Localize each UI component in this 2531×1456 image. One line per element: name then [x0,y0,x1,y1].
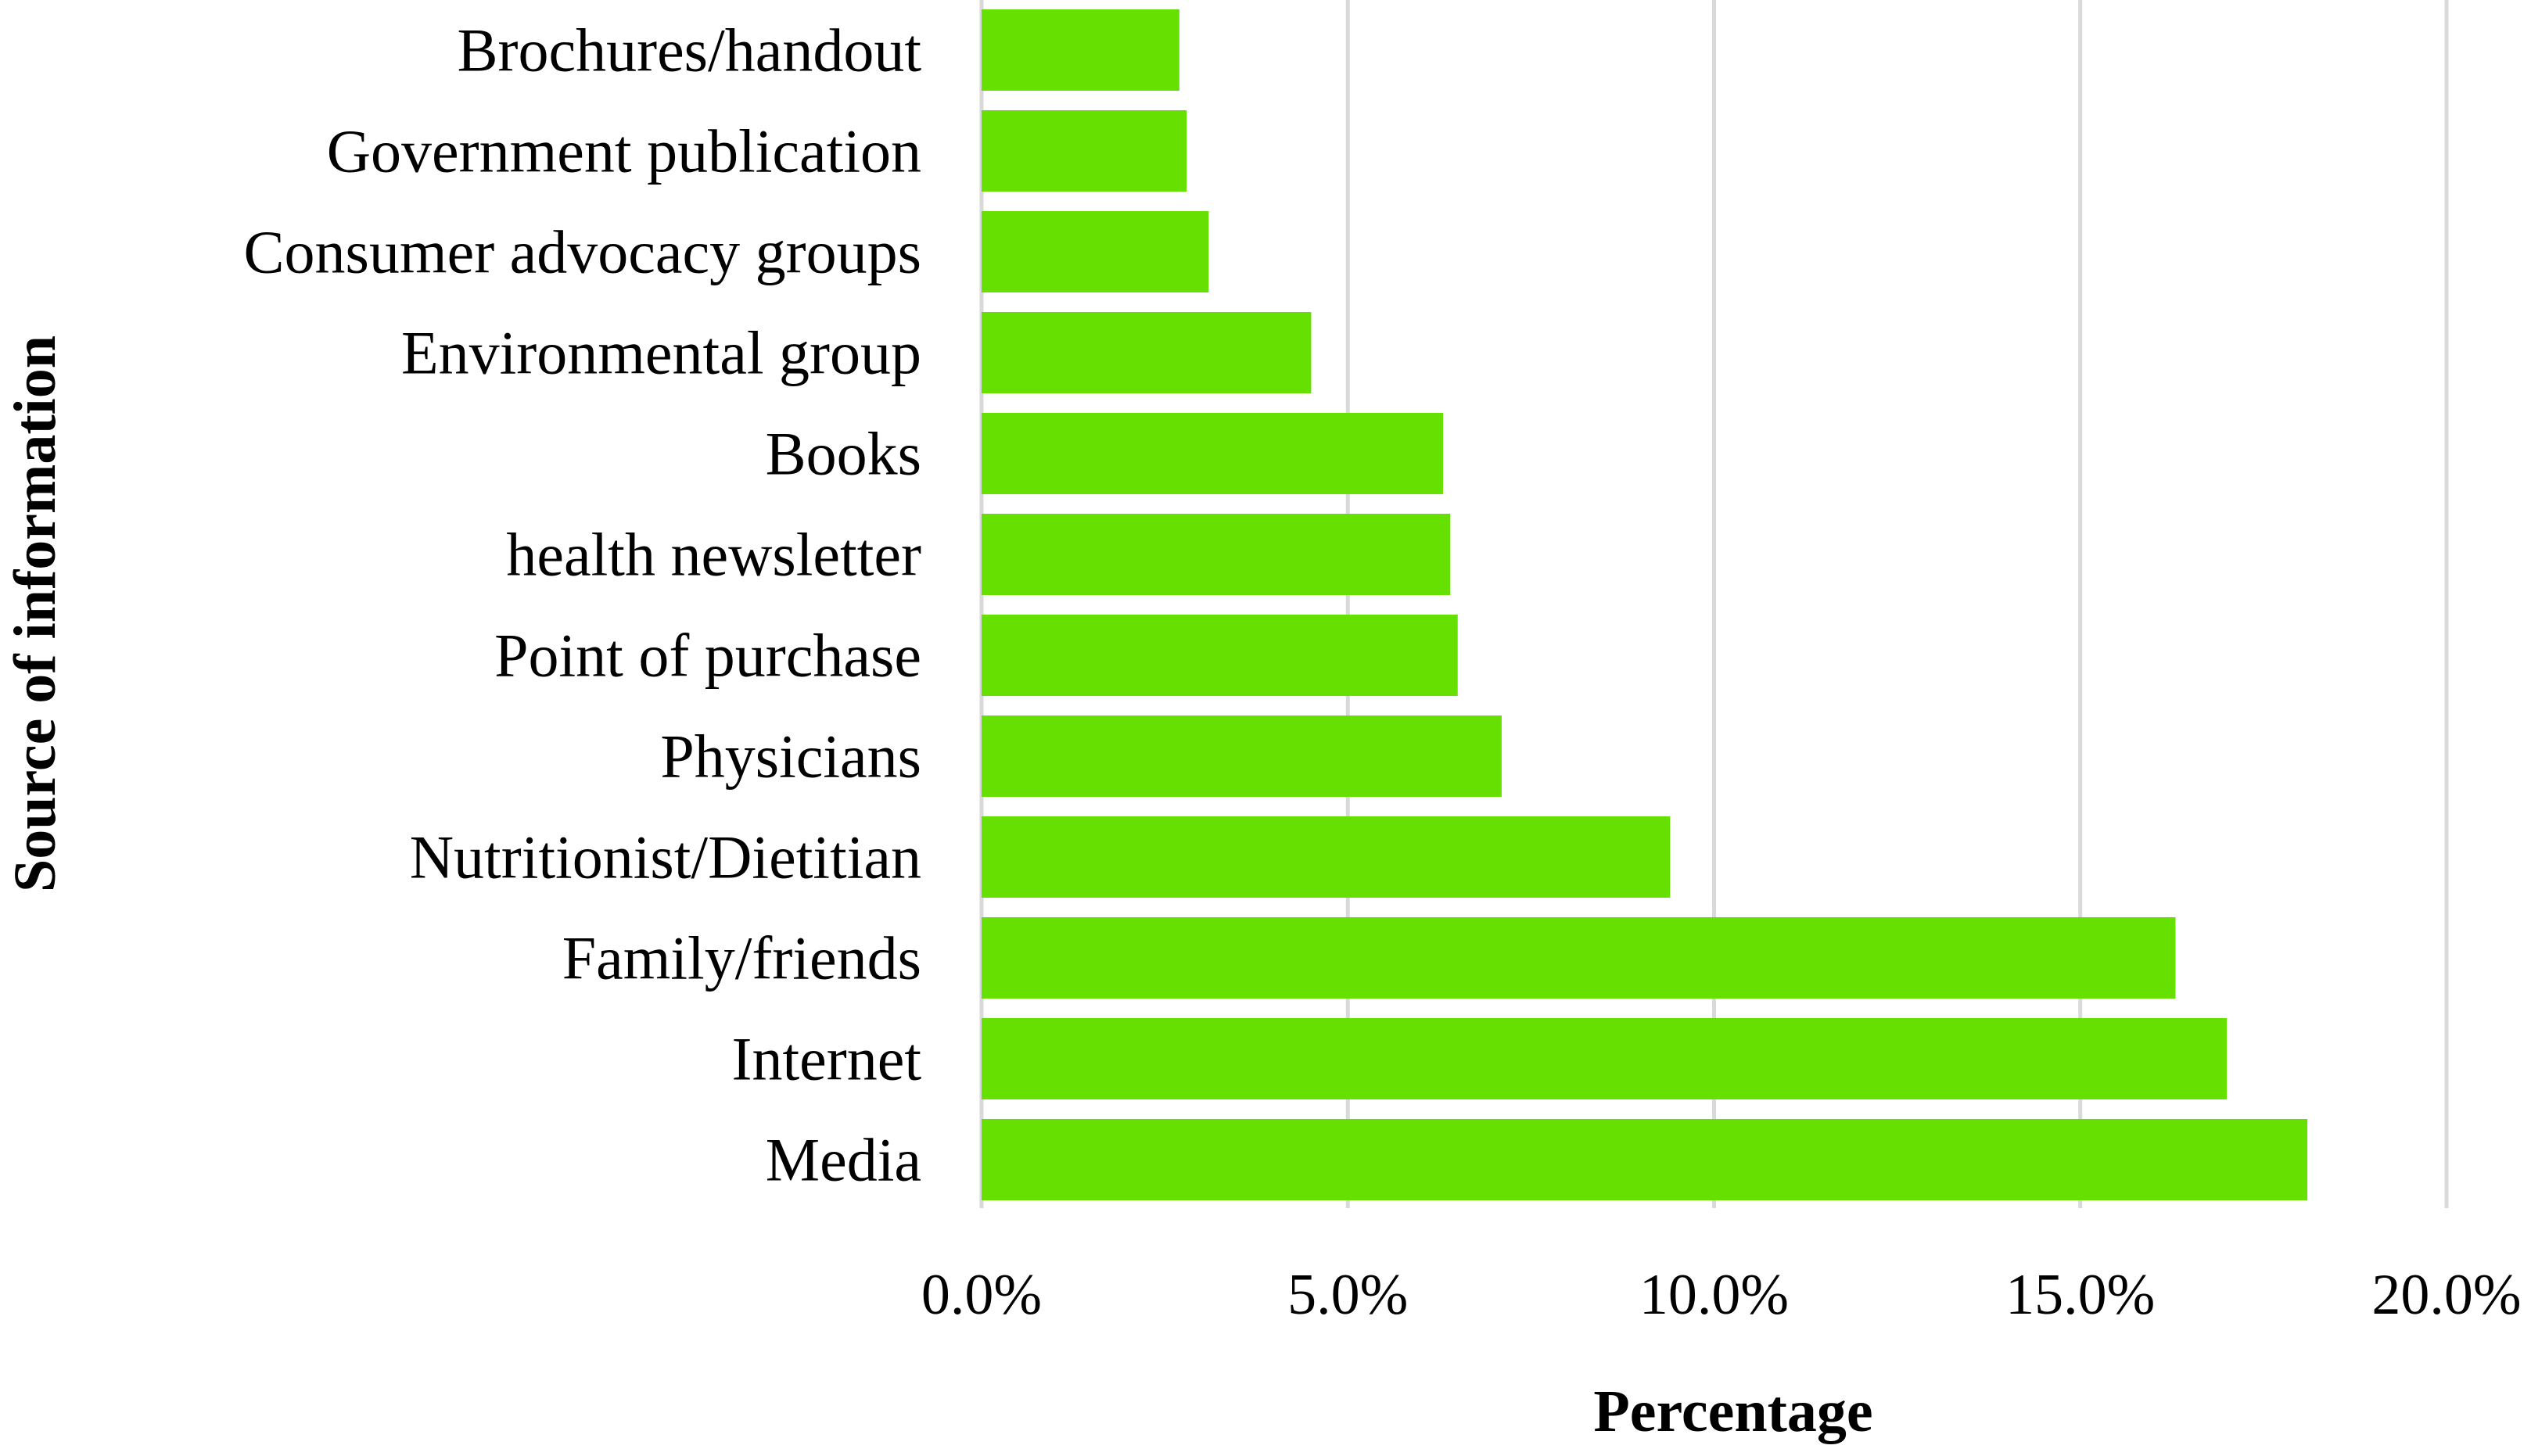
bar [982,1018,2228,1099]
x-tick-label: 15.0% [2005,1263,2155,1327]
category-label: Books [766,420,921,488]
x-tick-label: 0.0% [921,1263,1042,1327]
category-label: Physicians [660,723,921,791]
category-label: Media [766,1126,921,1194]
category-label: Family/friends [562,924,921,992]
bars [982,9,2308,1200]
category-label: Government publication [327,117,921,185]
bar [982,514,1451,595]
x-tick-label: 20.0% [2371,1263,2521,1327]
x-tick-labels: 0.0% 5.0% 10.0% 15.0% 20.0% [921,1263,2522,1327]
x-tick-label: 5.0% [1287,1263,1408,1327]
bar [982,9,1179,91]
bar [982,917,2176,999]
category-labels: Brochures/handout Government publication C… [244,16,922,1194]
bar [982,615,1458,696]
gridlines [979,0,2449,1208]
category-label: Consumer advocacy groups [244,218,921,286]
bar [982,413,1443,494]
bar [982,110,1187,192]
bar [982,816,1671,898]
bar [982,1119,2308,1200]
category-label: Nutritionist/Dietitian [410,823,921,891]
category-label: Brochures/handout [457,16,921,84]
category-label: health newsletter [506,521,921,589]
bar [982,211,1209,292]
category-label: Internet [731,1025,921,1093]
category-label: Point of purchase [494,622,921,690]
bar [982,715,1502,797]
x-tick-label: 10.0% [1639,1263,1789,1327]
x-axis-title: Percentage [1593,1379,1872,1444]
y-axis-title: Source of information [2,335,68,892]
category-label: Environmental group [401,319,921,387]
bar [982,312,1312,393]
